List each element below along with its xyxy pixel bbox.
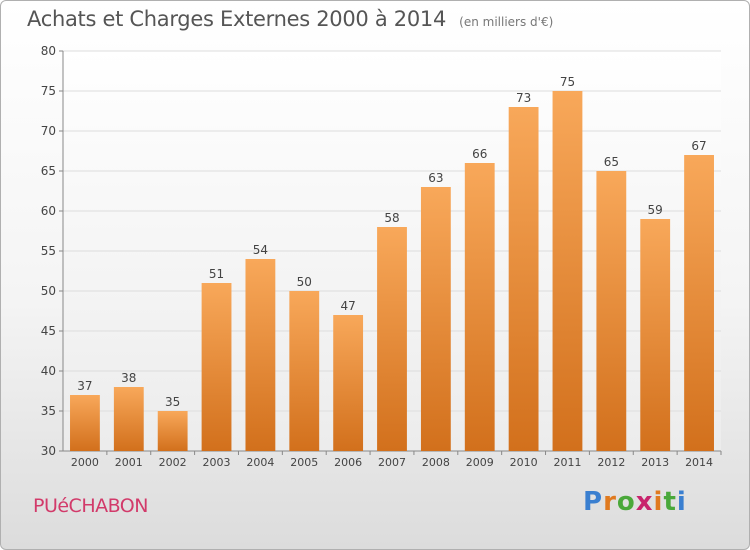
y-tick-label: 50 [41, 284, 56, 298]
bar [157, 411, 188, 451]
x-tick-label: 2009 [466, 456, 494, 469]
chart-header: Achats et Charges Externes 2000 à 2014 (… [27, 7, 553, 31]
bar [508, 107, 539, 451]
bar [377, 227, 407, 451]
commune-name: PUéCHABON [33, 495, 148, 517]
bar [420, 187, 451, 451]
bar-value-label: 66 [472, 147, 487, 161]
x-tick-label: 2002 [159, 456, 187, 469]
bar-value-label: 73 [516, 91, 531, 105]
bar-value-label: 65 [604, 155, 619, 169]
x-tick-label: 2005 [290, 456, 318, 469]
x-tick-label: 2000 [71, 456, 99, 469]
bar [201, 283, 232, 451]
x-tick-label: 2008 [422, 456, 450, 469]
logo-letter: i [653, 487, 664, 517]
bar-value-label: 59 [648, 203, 663, 217]
y-tick-label: 40 [41, 364, 56, 378]
y-tick-label: 80 [41, 44, 56, 58]
bar-value-label: 67 [691, 139, 706, 153]
logo-letter: P [583, 487, 604, 517]
bar-value-label: 54 [253, 243, 268, 257]
bar-value-label: 58 [384, 211, 399, 225]
x-tick-label: 2004 [246, 456, 274, 469]
x-tick-label: 2011 [553, 456, 581, 469]
bar-value-label: 63 [428, 171, 443, 185]
bar-value-label: 47 [340, 299, 355, 313]
x-tick-label: 2010 [510, 456, 538, 469]
bar [640, 219, 671, 451]
bar-value-label: 50 [297, 275, 312, 289]
logo-letter: t [663, 487, 677, 517]
bar-value-label: 51 [209, 267, 224, 281]
x-tick-label: 2003 [203, 456, 231, 469]
x-tick-label: 2001 [115, 456, 143, 469]
y-tick-label: 65 [41, 164, 56, 178]
x-tick-label: 2006 [334, 456, 362, 469]
x-tick-label: 2013 [641, 456, 669, 469]
bar [684, 155, 714, 451]
x-tick-label: 2007 [378, 456, 406, 469]
chart-title: Achats et Charges Externes 2000 à 2014 [27, 7, 447, 31]
y-tick-label: 55 [41, 244, 56, 258]
logo-letter: o [616, 487, 636, 517]
bar-value-label: 35 [165, 395, 180, 409]
bar [596, 171, 627, 451]
bar-value-label: 75 [560, 75, 575, 89]
bar [333, 315, 364, 451]
bar [464, 163, 495, 451]
bar-value-label: 38 [121, 371, 136, 385]
y-tick-label: 70 [41, 124, 56, 138]
y-tick-label: 60 [41, 204, 56, 218]
y-tick-label: 75 [41, 84, 56, 98]
bar-value-label: 37 [77, 379, 92, 393]
x-tick-label: 2012 [597, 456, 625, 469]
logo-letter: x [635, 487, 654, 517]
proxiti-logo: Proxiti [583, 487, 687, 517]
y-tick-label: 35 [41, 404, 56, 418]
bar [113, 387, 144, 451]
logo-letter: r [603, 487, 617, 517]
bar [289, 291, 320, 451]
logo-letter: i [676, 487, 687, 517]
chart-subtitle: (en milliers d'€) [459, 15, 554, 29]
bar [552, 91, 583, 451]
y-tick-label: 30 [41, 444, 56, 458]
bar [245, 259, 276, 451]
y-tick-label: 45 [41, 324, 56, 338]
bar [70, 395, 100, 451]
x-tick-label: 2014 [685, 456, 713, 469]
